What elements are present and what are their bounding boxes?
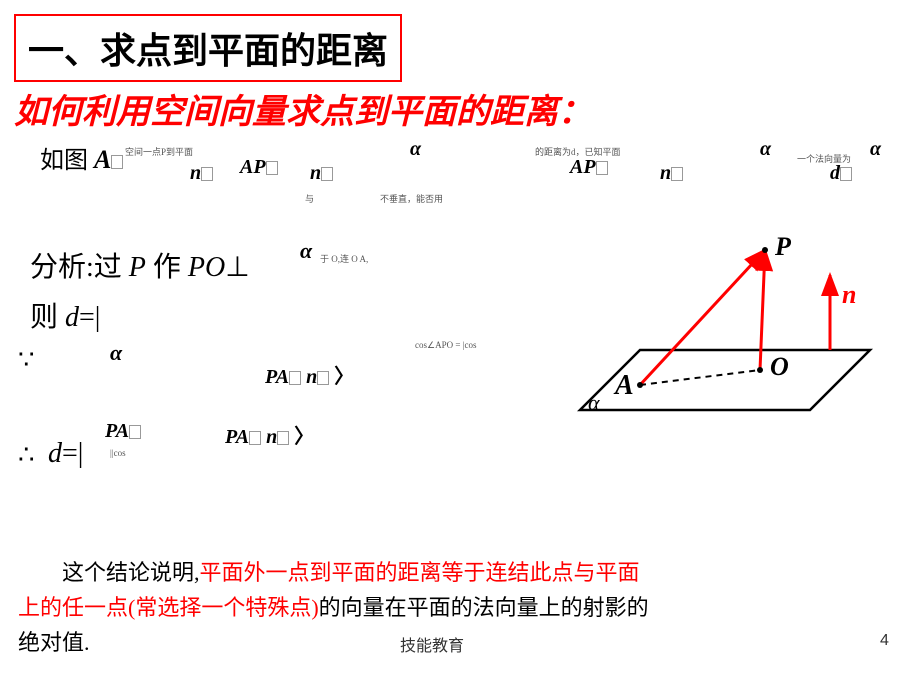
tiny-1: 空间一点P到平面 xyxy=(125,145,193,158)
therefore-symbol: ∴ xyxy=(18,440,35,470)
glitch-box xyxy=(129,425,141,439)
concl-seg3: 上的任一点(常选择一个特殊点) xyxy=(18,595,319,620)
glitch-box xyxy=(111,155,123,169)
frag-n1-text: n xyxy=(190,162,201,184)
therefore-PA1-text: PA xyxy=(105,420,129,442)
tiny-4: 不垂直，能否用 xyxy=(380,192,443,205)
label-P: P xyxy=(775,232,791,262)
then-line: 则 d=| xyxy=(30,295,100,335)
diagram-svg xyxy=(560,230,890,460)
label-n: n xyxy=(842,280,856,310)
tiny-5: 与 xyxy=(305,192,314,205)
frag-AP1-text: AP xyxy=(240,156,266,178)
glitch-box xyxy=(596,161,608,175)
tiny-cos: cos∠APO = |cos xyxy=(415,340,476,351)
analysis-PO: PO xyxy=(188,252,225,283)
therefore-PA2-text: PA xyxy=(225,426,249,448)
concl-seg4: 的向量在平面的法向量上的射影的 xyxy=(319,595,649,620)
label-O: O xyxy=(770,352,789,382)
analysis-perp: ⊥ xyxy=(225,252,249,283)
therefore-angle: 〉 xyxy=(294,426,314,448)
analysis-line: 分析:过 P 作 PO⊥ xyxy=(30,245,250,285)
point-O xyxy=(757,367,763,373)
analysis-alpha: α xyxy=(300,238,312,264)
therefore-d: d=| xyxy=(48,438,83,470)
then-prefix: 则 xyxy=(30,302,65,333)
frag-alpha3: α xyxy=(870,138,881,161)
page-number: 4 xyxy=(880,632,889,650)
label-alpha: α xyxy=(588,390,600,416)
analysis-P: P xyxy=(129,252,146,283)
label-A: A xyxy=(615,370,634,402)
frag-alpha2: α xyxy=(760,138,771,161)
because-PA: PA n 〉 xyxy=(265,360,354,389)
point-P xyxy=(762,247,768,253)
glitch-box xyxy=(289,371,301,385)
glitch-box xyxy=(321,167,333,181)
point-A xyxy=(637,382,643,388)
concl-seg2: 平面外一点到平面的距离等于连结此点与平面 xyxy=(200,560,640,585)
line3-leader: 如图 xyxy=(40,148,88,174)
frag-d: d xyxy=(830,162,852,185)
frag-alpha1: α xyxy=(410,138,421,161)
frag-n2: n xyxy=(310,162,333,185)
glitch-box xyxy=(317,371,329,385)
frag-AP2: AP xyxy=(570,156,608,179)
subtitle-text: 如何利用空间向量求点到平面的距离： xyxy=(14,94,592,131)
analysis-mid: 作 xyxy=(146,252,188,283)
therefore-eq: =| xyxy=(62,438,83,469)
concl-seg5: 绝对值. xyxy=(18,630,90,655)
glitch-box xyxy=(249,431,261,445)
therefore-n-text: n xyxy=(266,426,277,448)
then-alpha: α xyxy=(110,340,122,366)
glitch-box xyxy=(201,167,213,181)
because-symbol: ∵ xyxy=(18,345,35,375)
frag-d-text: d xyxy=(830,162,840,184)
because-PA-text: PA xyxy=(265,366,289,388)
therefore-PA2: PA n 〉 xyxy=(225,420,314,449)
glitch-box xyxy=(277,431,289,445)
vector-AP xyxy=(640,250,765,385)
frag-n3-text: n xyxy=(660,162,671,184)
then-d: d xyxy=(65,302,79,333)
analysis-prefix: 分析:过 xyxy=(30,252,129,283)
line3: 如图 A xyxy=(40,140,123,175)
frag-AP2-text: AP xyxy=(570,156,596,178)
therefore-PA1: PA xyxy=(105,420,141,443)
title-text: 一、求点到平面的距离 xyxy=(28,30,388,71)
therefore-d-var: d xyxy=(48,438,62,469)
frag-n2-text: n xyxy=(310,162,321,184)
dash-AO xyxy=(640,370,760,385)
because-n-text: n xyxy=(306,366,317,388)
concl-seg1: 这个结论说明, xyxy=(18,560,200,585)
title-box: 一、求点到平面的距离 xyxy=(14,14,402,82)
glitch-box xyxy=(266,161,278,175)
line3-A: A xyxy=(94,145,111,174)
vector-OP xyxy=(760,250,765,370)
diagram: P n O A α xyxy=(560,230,890,460)
glitch-box xyxy=(840,167,852,181)
frag-n3: n xyxy=(660,162,683,185)
then-eq: =| xyxy=(79,302,100,333)
glitch-box xyxy=(671,167,683,181)
frag-AP1: AP xyxy=(240,156,278,179)
frag-n1: n xyxy=(190,162,213,185)
tiny-cos2: ||cos xyxy=(110,448,126,458)
tiny-ana: 于 O,连 O A, xyxy=(320,252,368,265)
because-angle: 〉 xyxy=(334,366,354,388)
footer-text: 技能教育 xyxy=(400,632,464,656)
subtitle: 如何利用空间向量求点到平面的距离： xyxy=(14,84,592,133)
